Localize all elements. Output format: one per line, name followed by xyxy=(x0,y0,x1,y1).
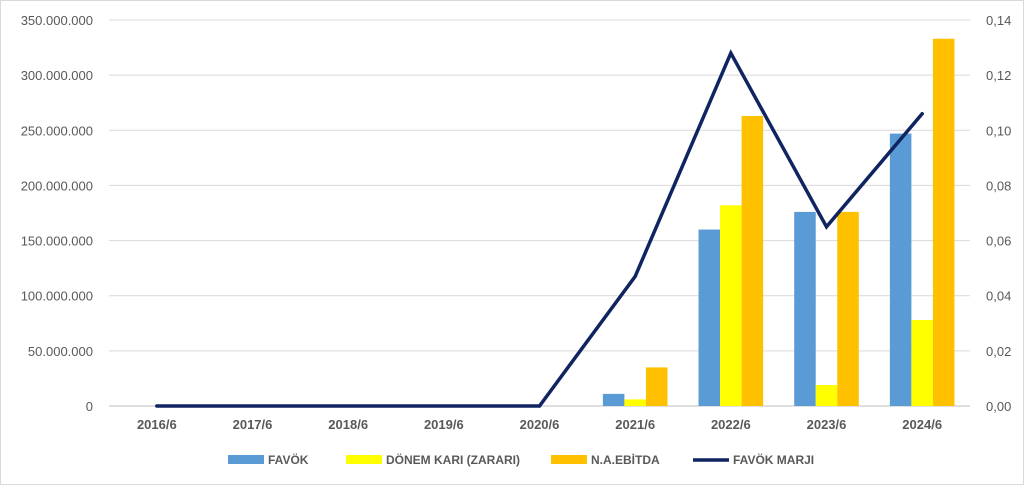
x-axis-tick-label: 2019/6 xyxy=(424,417,464,432)
bar-fav-k xyxy=(698,229,721,406)
x-axis-tick-label: 2017/6 xyxy=(233,417,273,432)
bar-n-a-ebi-tda xyxy=(932,38,955,407)
gridlines xyxy=(109,19,970,407)
right-axis-tick-label: 0,02 xyxy=(986,344,1011,359)
legend-label: FAVÖK MARJI xyxy=(733,452,814,467)
right-axis-tick-label: 0,00 xyxy=(986,399,1011,414)
legend-swatch xyxy=(228,455,264,464)
left-axis-tick-label: 250.000.000 xyxy=(21,123,93,138)
left-axis-tick-label: 200.000.000 xyxy=(21,178,93,193)
x-axis-tick-label: 2018/6 xyxy=(328,417,368,432)
right-axis-tick-label: 0,12 xyxy=(986,68,1011,83)
left-axis-tick-label: 350.000.000 xyxy=(21,13,93,28)
bar-fav-k xyxy=(889,133,912,406)
bar-n-a-ebi-tda xyxy=(741,115,764,406)
x-axis-tick-label: 2021/6 xyxy=(615,417,655,432)
left-axis-tick-label: 100.000.000 xyxy=(21,289,93,304)
left-axis-ticks: 0 50.000.000 100.000.000 150.000.000 200.000… xyxy=(21,13,93,414)
left-axis-tick-label: 150.000.000 xyxy=(21,234,93,249)
right-axis-tick-label: 0,06 xyxy=(986,234,1011,249)
bar-fav-k xyxy=(794,211,816,406)
bar-d-nem-kari-zarari- xyxy=(720,205,742,406)
x-axis-tick-label: 2020/6 xyxy=(520,417,560,432)
left-axis-tick-label: 300.000.000 xyxy=(21,68,93,83)
bars xyxy=(602,38,955,407)
legend-label: N.A.EBİTDA xyxy=(591,452,660,467)
bar-fav-k xyxy=(602,393,625,406)
legend-label: FAVÖK xyxy=(268,452,309,467)
x-axis-tick-label: 2023/6 xyxy=(807,417,847,432)
left-axis-tick-label: 50.000.000 xyxy=(28,344,93,359)
bar-d-nem-kari-zarari- xyxy=(815,385,838,406)
right-axis-tick-label: 0,14 xyxy=(986,13,1011,28)
x-axis-tick-label: 2022/6 xyxy=(711,417,751,432)
right-axis-tick-label: 0,04 xyxy=(986,289,1011,304)
bar-d-nem-kari-zarari- xyxy=(624,399,646,406)
legend-swatch xyxy=(346,455,382,464)
right-axis-ticks: 0,00 0,02 0,04 0,06 0,08 0,10 0,12 0,14 xyxy=(986,13,1011,414)
x-axis-tick-label: 2024/6 xyxy=(902,417,942,432)
x-axis-ticks: 2016/6 2017/6 2018/6 2019/6 2020/6 2021/6 2022… xyxy=(137,417,942,432)
margin-line xyxy=(155,49,924,408)
legend: FAVÖK DÖNEM KARI (ZARARI) N.A.EBİTDA FAVÖK … xyxy=(228,452,814,467)
left-axis-tick-label: 0 xyxy=(86,399,93,414)
legend-swatch xyxy=(551,455,587,464)
right-axis-tick-label: 0,10 xyxy=(986,123,1011,138)
legend-label: DÖNEM KARI (ZARARI) xyxy=(386,452,520,467)
bar-d-nem-kari-zarari- xyxy=(911,319,933,406)
x-axis-tick-label: 2016/6 xyxy=(137,417,177,432)
bar-n-a-ebi-tda xyxy=(645,367,668,406)
bar-n-a-ebi-tda xyxy=(837,211,859,406)
right-axis-tick-label: 0,08 xyxy=(986,178,1011,193)
line-favok-marji xyxy=(155,49,924,408)
